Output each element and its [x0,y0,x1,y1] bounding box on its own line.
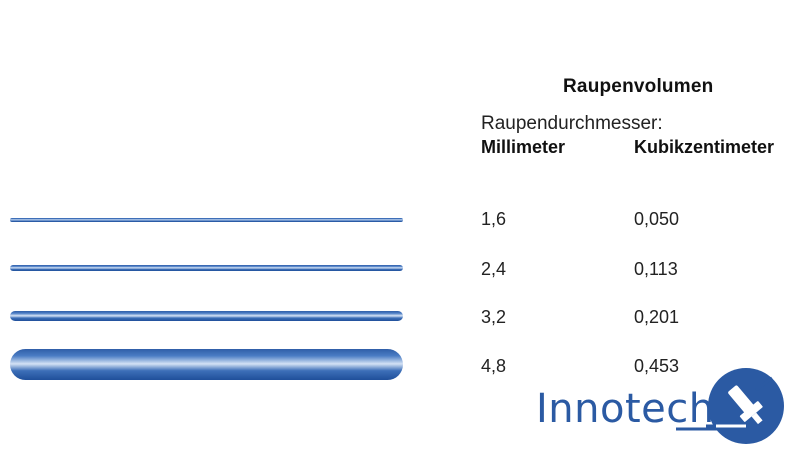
table-subtitle: Raupendurchmesser: [481,113,663,134]
row-3-millimeter: 3,2 [481,307,507,327]
bead-line-1 [10,218,403,222]
bead-line-4 [10,349,403,380]
innotech-logo: Innotech [536,366,786,446]
row-2-kubikzentimeter: 0,113 [634,259,678,279]
logo-nozzle-icon [706,368,784,444]
row-4-millimeter: 4,8 [481,356,507,376]
row-1-kubikzentimeter: 0,050 [634,209,680,229]
column-header-millimeter: Millimeter [481,137,566,157]
logo-underline-icon [676,427,721,431]
logo-text: Innotech [536,386,715,432]
bead-line-2 [10,265,403,271]
bead-line-3 [10,311,403,321]
row-3-kubikzentimeter: 0,201 [634,307,680,327]
row-2-millimeter: 2,4 [481,259,507,279]
column-header-kubikzentimeter: Kubikzentimeter [634,137,775,157]
row-1-millimeter: 1,6 [481,209,507,229]
row-4-kubikzentimeter: 0,453 [634,356,680,376]
table-title: Raupenvolumen [563,76,714,97]
